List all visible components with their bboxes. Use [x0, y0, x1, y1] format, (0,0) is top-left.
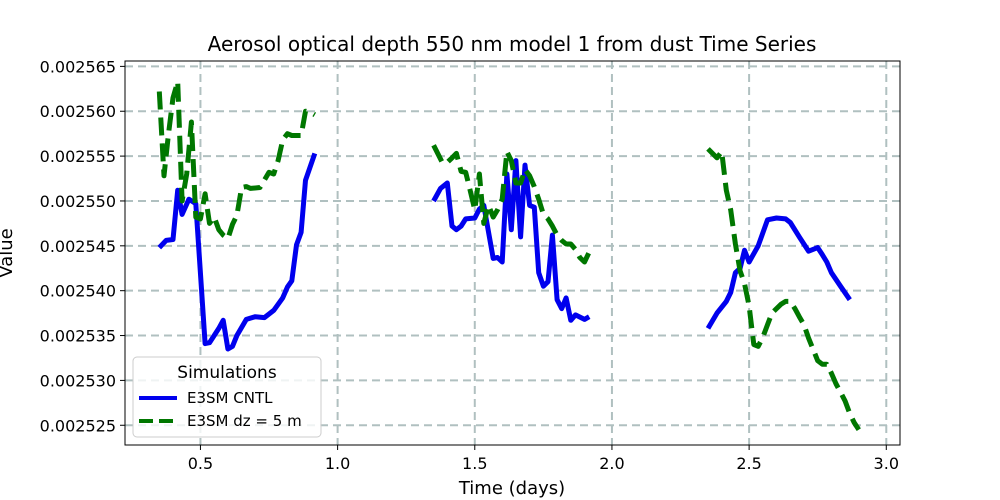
series-line-cntl-seg3 [705, 215, 852, 330]
y-tick-label: 0.002540 [40, 282, 116, 301]
series-layer [156, 79, 861, 432]
chart-title: Aerosol optical depth 550 nm model 1 fro… [208, 32, 817, 56]
plot-frame [124, 60, 901, 446]
y-axis: 0.002525 0.002530 0.002535 0.002540 0.002545… [40, 57, 125, 435]
y-tick-label: 0.002560 [40, 102, 116, 121]
x-axis-label: Time (days) [458, 478, 565, 499]
legend-title: Simulations [177, 363, 277, 383]
y-tick-label: 0.002545 [40, 237, 116, 256]
y-tick-label: 0.002550 [40, 192, 116, 211]
x-tick-label: 2.5 [736, 454, 761, 473]
x-tick-label: 2.0 [599, 454, 624, 473]
series-line-dz5-seg3 [706, 147, 861, 432]
x-tick-label: 1.0 [325, 454, 350, 473]
y-tick-label: 0.002535 [40, 327, 116, 346]
legend-label-dz5: E3SM dz = 5 m [187, 412, 302, 430]
legend-label-cntl: E3SM CNTL [187, 389, 273, 407]
y-tick-label: 0.002530 [40, 371, 116, 390]
x-tick-label: 3.0 [874, 454, 899, 473]
series-line-dz5-seg2 [431, 144, 592, 265]
y-tick-label: 0.002525 [40, 416, 116, 435]
x-axis: 0.5 1.0 1.5 2.0 2.5 3.0 [188, 445, 899, 473]
legend: Simulations E3SM CNTL E3SM dz = 5 m [132, 356, 322, 438]
legend-box [132, 356, 322, 438]
x-tick-label: 0.5 [188, 454, 213, 473]
x-tick-label: 1.5 [462, 454, 487, 473]
y-tick-label: 0.002555 [40, 147, 116, 166]
series-line-cntl-seg1 [157, 152, 318, 352]
series-line-dz5-seg1 [156, 79, 317, 242]
y-tick-label: 0.002565 [40, 57, 116, 76]
series-line-cntl-seg2 [431, 158, 591, 323]
y-axis-label: Value [0, 228, 17, 277]
